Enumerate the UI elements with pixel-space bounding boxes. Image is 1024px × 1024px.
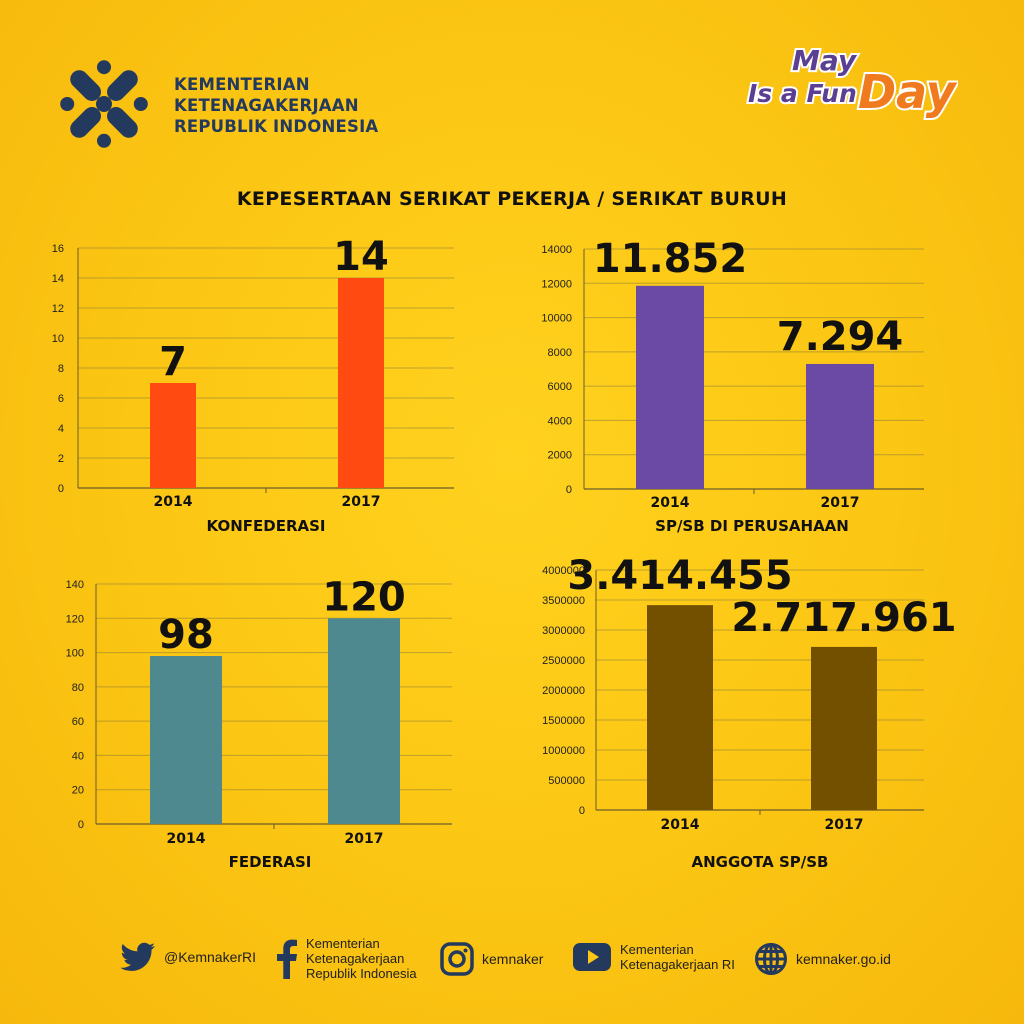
instagram-link[interactable]: kemnaker: [440, 942, 543, 976]
x-category-label: 2017: [821, 495, 860, 511]
youtube-channel-line-2: Ketenagakerjaan RI: [620, 957, 735, 972]
website-url: kemnaker.go.id: [796, 950, 891, 967]
y-tick-label: 10000: [541, 313, 572, 325]
data-label: 2.717.961: [731, 595, 956, 641]
x-category-label: 2014: [167, 831, 206, 847]
y-tick-label: 2000: [548, 450, 572, 462]
y-tick-label: 3000000: [542, 625, 585, 637]
y-tick-label: 2: [58, 453, 64, 465]
ministry-name-line-2: KETENAGAKERJAAN: [174, 96, 359, 115]
ministry-logo-icon: [60, 60, 148, 148]
bar-2014: [150, 656, 222, 824]
y-tick-label: 4000: [548, 415, 572, 427]
infographic-title: KEPESERTAAN SERIKAT PEKERJA / SERIKAT BU…: [236, 188, 788, 210]
facebook-page-line-3: Republik Indonesia: [306, 966, 417, 981]
y-tick-label: 12: [52, 303, 64, 315]
facebook-page-name: Kementerian Ketenagakerjaan Republik Ind…: [306, 936, 417, 981]
youtube-icon: [572, 942, 612, 972]
youtube-channel-name: Kementerian Ketenagakerjaan RI: [620, 942, 735, 972]
x-category-label: 2017: [825, 817, 864, 833]
x-category-label: 2017: [342, 494, 381, 510]
bar-2017: [806, 363, 874, 489]
y-tick-label: 16: [52, 243, 64, 255]
y-tick-label: 0: [566, 484, 572, 496]
data-label: 3.414.455: [567, 553, 792, 599]
ministry-name-line-3: REPUBLIK INDONESIA: [174, 117, 379, 136]
twitter-link[interactable]: @KemnakerRI: [120, 942, 256, 972]
y-tick-label: 6: [58, 393, 64, 405]
twitter-icon: [120, 942, 156, 972]
data-label: 14: [333, 234, 389, 280]
y-tick-label: 0: [58, 483, 64, 495]
ministry-name: KEMENTERIAN KETENAGAKERJAAN REPUBLIK IND…: [174, 74, 378, 137]
facebook-page-line-2: Ketenagakerjaan: [306, 951, 405, 966]
x-category-label: 2014: [154, 494, 193, 510]
y-tick-label: 6000: [548, 381, 572, 393]
facebook-link[interactable]: Kementerian Ketenagakerjaan Republik Ind…: [276, 936, 417, 981]
bar-2014: [636, 285, 704, 489]
y-tick-label: 2000000: [542, 685, 585, 697]
website-link[interactable]: kemnaker.go.id: [754, 942, 891, 976]
x-category-label: 2014: [651, 495, 690, 511]
y-tick-label: 3500000: [542, 595, 585, 607]
y-tick-label: 40: [72, 750, 84, 762]
y-tick-label: 0: [78, 819, 84, 831]
y-tick-label: 1500000: [542, 715, 585, 727]
bar-2014: [647, 605, 713, 810]
y-tick-label: 1000000: [542, 745, 585, 757]
data-label: 7: [159, 339, 187, 385]
data-label: 98: [158, 612, 214, 658]
facebook-icon: [276, 939, 298, 979]
data-label: 120: [322, 574, 406, 620]
y-tick-label: 12000: [541, 278, 572, 290]
y-tick-label: 8000: [548, 347, 572, 359]
youtube-link[interactable]: Kementerian Ketenagakerjaan RI: [572, 942, 735, 972]
y-tick-label: 4: [58, 423, 64, 435]
y-tick-label: 2500000: [542, 655, 585, 667]
y-tick-label: 20: [72, 785, 84, 797]
bar-2017: [328, 618, 400, 824]
may-day-line-3: Day: [858, 65, 958, 119]
youtube-channel-line-1: Kementerian: [620, 942, 694, 957]
y-tick-label: 14: [52, 273, 64, 285]
y-tick-label: 100: [66, 648, 84, 660]
chart-title: ANGGOTA SP/SB: [692, 853, 829, 871]
y-tick-label: 10: [52, 333, 64, 345]
chart-title: SP/SB DI PERUSAHAAN: [655, 517, 849, 535]
y-tick-label: 0: [579, 805, 585, 817]
instagram-icon: [440, 942, 474, 976]
ministry-name-line-1: KEMENTERIAN: [174, 75, 310, 94]
bar-2014: [150, 383, 196, 488]
instagram-handle: kemnaker: [482, 950, 544, 967]
data-label: 7.294: [777, 314, 904, 360]
y-tick-label: 500000: [548, 775, 585, 787]
chart-title: FEDERASI: [229, 853, 312, 871]
y-tick-label: 4000000: [542, 565, 585, 577]
y-tick-label: 8: [58, 363, 64, 375]
bar-2017: [811, 646, 877, 810]
data-label: 11.852: [593, 236, 747, 282]
x-category-label: 2014: [661, 817, 700, 833]
chart-title: KONFEDERASI: [207, 517, 326, 535]
may-day-badge: May Is a Fun Day: [746, 42, 958, 121]
facebook-page-line-1: Kementerian: [306, 936, 380, 951]
social-footer: @KemnakerRI Kementerian Ketenagakerjaan …: [0, 930, 1024, 990]
bar-2017: [338, 278, 384, 488]
y-tick-label: 14000: [541, 244, 572, 256]
may-day-line-2: Is a Fun: [748, 79, 857, 108]
may-day-line-1: May: [792, 44, 858, 77]
y-tick-label: 80: [72, 682, 84, 694]
globe-icon: [754, 942, 788, 976]
y-tick-label: 120: [66, 613, 84, 625]
twitter-handle: @KemnakerRI: [164, 948, 257, 965]
y-tick-label: 140: [66, 579, 84, 591]
y-tick-label: 60: [72, 716, 84, 728]
x-category-label: 2017: [345, 831, 384, 847]
